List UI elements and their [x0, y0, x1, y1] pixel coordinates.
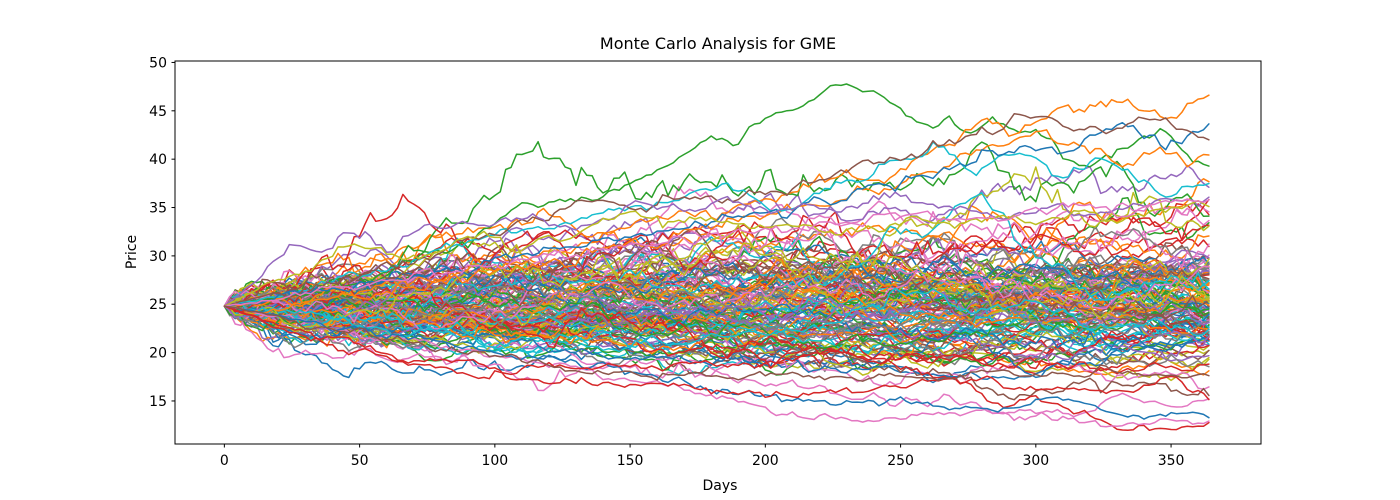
simulation-paths	[223, 83, 1210, 432]
y-axis-label: Price	[124, 235, 140, 269]
simulation-path	[223, 265, 1210, 331]
simulation-path	[223, 274, 1210, 336]
simulation-path	[223, 94, 1210, 314]
simulation-path	[223, 305, 1210, 422]
y-tick-label: 45	[149, 104, 167, 120]
simulation-path	[223, 305, 1210, 380]
y-tick-label: 25	[149, 297, 167, 313]
simulation-path	[223, 198, 1210, 307]
x-tick-label: 50	[351, 453, 369, 469]
simulation-path	[223, 256, 1210, 349]
x-tick-label: 250	[887, 453, 914, 469]
simulation-path	[223, 273, 1210, 342]
x-tick-label: 350	[1158, 453, 1185, 469]
simulation-path	[223, 199, 1210, 307]
simulation-path	[223, 305, 1210, 428]
simulation-path	[223, 305, 1210, 401]
x-tick-label: 100	[481, 453, 508, 469]
y-tick-label: 35	[149, 201, 167, 217]
y-tick-label: 40	[149, 152, 167, 168]
simulation-path	[223, 166, 1210, 328]
x-tick-label: 0	[220, 453, 229, 469]
simulation-path	[223, 292, 1210, 381]
simulation-path	[223, 140, 1210, 332]
simulation-path	[223, 113, 1210, 307]
simulation-path	[223, 287, 1210, 353]
chart-title: Monte Carlo Analysis for GME	[600, 34, 836, 53]
simulation-path	[223, 224, 1210, 330]
simulation-path	[223, 293, 1210, 367]
y-tick-label: 30	[149, 249, 167, 265]
plot-spines	[174, 60, 1262, 445]
simulation-path	[223, 299, 1210, 368]
simulation-path	[223, 271, 1210, 350]
y-tick-label: 50	[149, 55, 167, 71]
simulation-path	[223, 200, 1210, 319]
x-axis-label: Days	[703, 478, 738, 494]
x-tick-label: 300	[1022, 453, 1049, 469]
simulation-path	[223, 295, 1210, 350]
y-tick-label: 15	[149, 394, 167, 410]
axes: 0 50 100 150 200 250 300 350 15 20 25 30 35 40 45 50	[149, 55, 1262, 469]
simulation-path	[223, 228, 1210, 327]
x-tick-label: 200	[752, 453, 779, 469]
y-tick-label: 20	[149, 346, 167, 362]
x-tick-label: 150	[617, 453, 644, 469]
simulation-path	[223, 279, 1210, 432]
simulation-path	[223, 204, 1210, 307]
simulation-path	[223, 275, 1210, 338]
simulation-path	[223, 141, 1210, 307]
simulation-path	[223, 195, 1210, 307]
simulation-path	[223, 287, 1210, 349]
simulation-path	[223, 191, 1210, 325]
simulation-path	[223, 305, 1210, 382]
simulation-path	[223, 305, 1210, 420]
